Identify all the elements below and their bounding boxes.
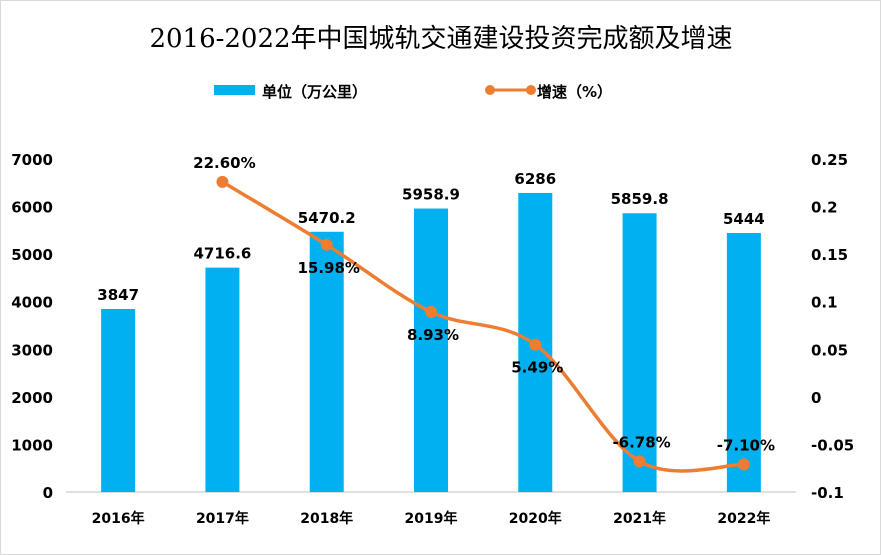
y-right-tick: -0.05 bbox=[811, 436, 854, 454]
x-tick: 2017年 bbox=[196, 510, 249, 527]
line-label: -7.10% bbox=[717, 436, 775, 454]
chart-title: 2016-2022年中国城轨交通建设投资完成额及增速 bbox=[149, 24, 732, 54]
legend-bar-swatch bbox=[214, 85, 255, 95]
bar-label: 5859.8 bbox=[611, 190, 669, 208]
y-right-tick: 0.25 bbox=[811, 151, 848, 169]
legend-bar-label: 单位（万公里） bbox=[262, 83, 367, 101]
bar-label: 5958.9 bbox=[402, 186, 460, 204]
line-label: 8.93% bbox=[407, 326, 459, 344]
y-left-tick: 0 bbox=[43, 484, 53, 502]
bar-label: 3847 bbox=[97, 286, 139, 304]
y-left-tick: 4000 bbox=[11, 294, 53, 312]
bar bbox=[622, 213, 657, 492]
bar-label: 4716.6 bbox=[193, 245, 251, 263]
bar-label: 5444 bbox=[723, 210, 765, 228]
y-left-tick: 3000 bbox=[11, 341, 53, 359]
line-label: 15.98% bbox=[297, 259, 359, 277]
y-left-tick: 1000 bbox=[11, 436, 53, 454]
bar bbox=[726, 233, 761, 492]
y-left-tick: 5000 bbox=[11, 246, 53, 264]
legend-line-marker bbox=[485, 85, 495, 95]
line-label: 22.60% bbox=[193, 154, 255, 172]
line-label: -6.78% bbox=[612, 433, 670, 451]
x-tick: 2021年 bbox=[613, 510, 666, 527]
bar-label: 6286 bbox=[514, 170, 556, 188]
x-tick: 2018年 bbox=[300, 510, 353, 527]
y-left-tick: 7000 bbox=[11, 151, 53, 169]
x-tick: 2019年 bbox=[405, 510, 458, 527]
legend-line-label: 增速（%） bbox=[537, 83, 612, 101]
y-right-tick: 0 bbox=[811, 389, 821, 407]
line-label: 5.49% bbox=[511, 359, 563, 377]
legend-line-marker bbox=[526, 85, 536, 95]
y-right-tick: -0.1 bbox=[811, 484, 844, 502]
x-tick: 2020年 bbox=[509, 510, 562, 527]
bar-label: 5470.2 bbox=[298, 209, 356, 227]
y-left-tick: 6000 bbox=[11, 199, 53, 217]
bar bbox=[309, 231, 344, 492]
y-right-tick: 0.1 bbox=[811, 294, 838, 312]
y-left-tick: 2000 bbox=[11, 389, 53, 407]
line-point bbox=[737, 458, 750, 471]
y-right-tick: 0.05 bbox=[811, 341, 848, 359]
y-right-tick: 0.15 bbox=[811, 246, 848, 264]
y-right-tick: 0.2 bbox=[811, 199, 838, 217]
line-point bbox=[529, 338, 542, 351]
line-point bbox=[633, 455, 646, 468]
line-point bbox=[425, 305, 437, 318]
x-tick: 2022年 bbox=[717, 510, 770, 527]
line-point bbox=[320, 238, 333, 251]
x-tick: 2016年 bbox=[92, 510, 145, 527]
line-point bbox=[216, 175, 229, 188]
bar bbox=[414, 208, 448, 492]
bar bbox=[205, 267, 240, 492]
bar bbox=[101, 308, 136, 492]
